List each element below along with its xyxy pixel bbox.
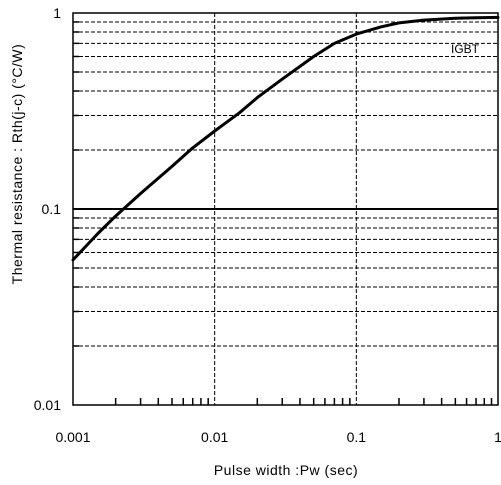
x-tick-label: 0.01 bbox=[201, 429, 228, 445]
series-line bbox=[71, 15, 500, 262]
y-tick-label: 0.01 bbox=[34, 397, 61, 413]
y-axis-ticks bbox=[73, 21, 79, 347]
x-tick-label: 0.001 bbox=[55, 429, 90, 445]
x-tick-label: 0.1 bbox=[347, 429, 367, 445]
y-tick-label: 0.1 bbox=[42, 201, 62, 217]
igbt-annotation: IGBT bbox=[451, 42, 480, 56]
y-tick-label: 1 bbox=[53, 5, 61, 21]
x-axis-label: Pulse width :Pw (sec) bbox=[214, 462, 358, 478]
plot-frame bbox=[72, 12, 499, 406]
series-group bbox=[71, 15, 500, 262]
y-axis-label: Thermal resistance : Rth(j-c) (°C/W) bbox=[9, 44, 25, 285]
x-axis-ticks bbox=[114, 398, 493, 405]
plot-border bbox=[72, 12, 499, 406]
x-tick-label: 1 bbox=[494, 429, 501, 445]
tick-labels: 0.001 0.01 0.1 1 0.01 0.1 1 bbox=[34, 5, 501, 445]
